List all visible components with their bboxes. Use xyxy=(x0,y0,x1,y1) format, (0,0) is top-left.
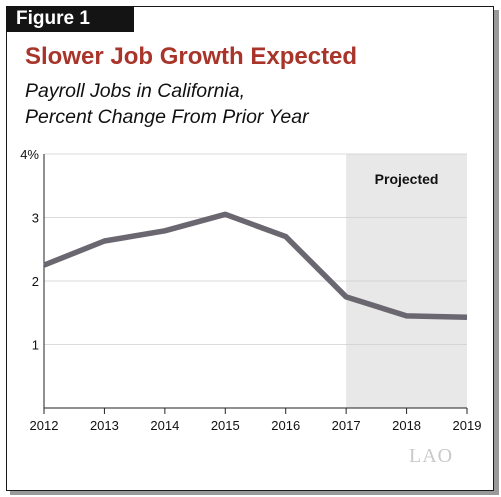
y-tick-label: 2 xyxy=(32,274,39,289)
x-tick-label: 2012 xyxy=(30,418,59,433)
series-line xyxy=(42,211,468,320)
x-tick-label: 2016 xyxy=(271,418,300,433)
y-tick-label: 4% xyxy=(20,147,39,162)
x-tick-label: 2015 xyxy=(211,418,240,433)
y-tick-label: 3 xyxy=(32,211,39,226)
chart-title: Slower Job Growth Expected xyxy=(25,43,358,70)
x-tick-label: 2013 xyxy=(90,418,119,433)
lao-logo: LAO xyxy=(409,445,454,467)
projected-label: Projected xyxy=(375,171,439,187)
chart-subtitle: Payroll Jobs in California, Percent Chan… xyxy=(25,78,309,130)
x-tick-label: 2014 xyxy=(150,418,179,433)
subtitle-line-2: Percent Change From Prior Year xyxy=(25,106,309,128)
frame-shadow-right xyxy=(494,10,499,493)
x-tick-label: 2019 xyxy=(453,418,482,433)
figure-label: Figure 1 xyxy=(6,6,134,32)
frame-shadow-bottom xyxy=(10,490,499,495)
y-tick-label: 1 xyxy=(32,338,39,353)
subtitle-line-1: Payroll Jobs in California, xyxy=(25,80,246,102)
x-tick-label: 2017 xyxy=(332,418,361,433)
x-tick-label: 2018 xyxy=(392,418,421,433)
